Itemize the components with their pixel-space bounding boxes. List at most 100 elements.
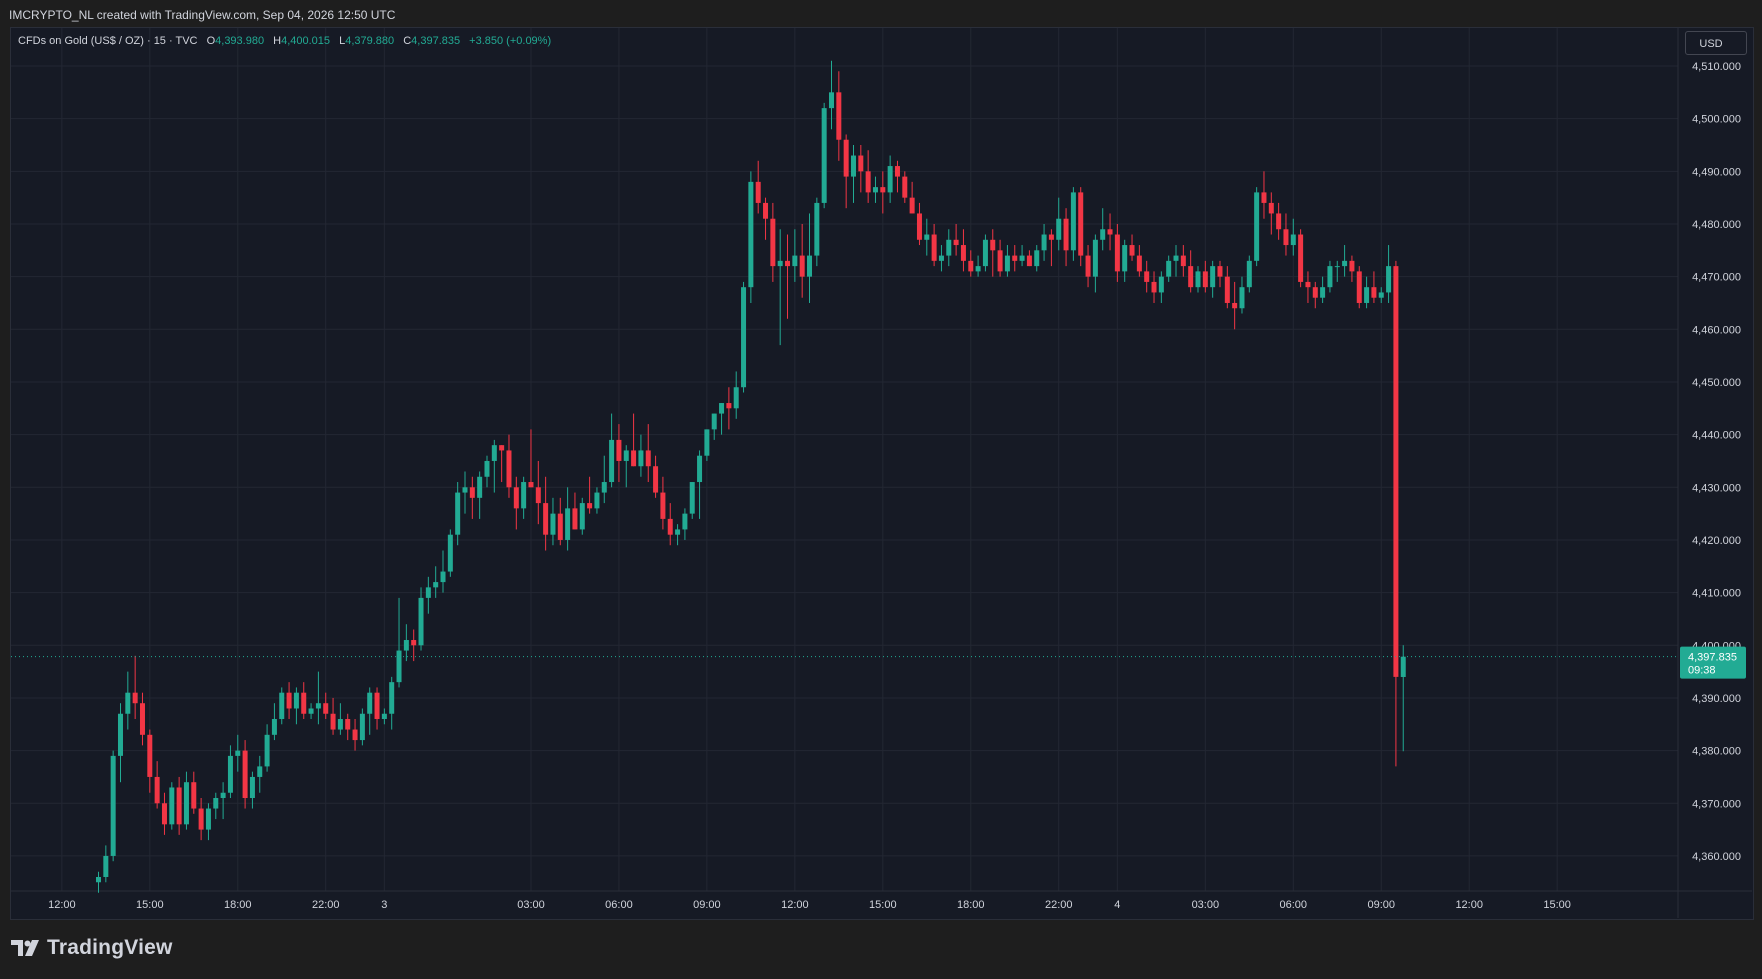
candle-body[interactable] (1151, 281, 1157, 293)
candle-body[interactable] (916, 213, 922, 240)
candle-body[interactable] (565, 508, 571, 540)
candle-body[interactable] (1342, 260, 1348, 267)
candle-body[interactable] (169, 787, 175, 825)
candle-body[interactable] (653, 466, 659, 493)
candle-body[interactable] (909, 197, 915, 214)
candle-body[interactable] (425, 587, 431, 598)
candle-body[interactable] (1092, 239, 1098, 277)
candle-body[interactable] (1246, 260, 1252, 288)
candle-body[interactable] (477, 476, 483, 498)
candle-body[interactable] (279, 692, 285, 720)
candle-body[interactable] (982, 239, 988, 267)
candle-body[interactable] (315, 703, 321, 709)
candle-body[interactable] (792, 255, 798, 267)
candle-body[interactable] (257, 766, 263, 777)
candle-body[interactable] (1041, 234, 1047, 251)
candle-body[interactable] (1085, 255, 1091, 277)
candle-body[interactable] (337, 719, 343, 730)
candle-body[interactable] (587, 503, 593, 509)
candle-body[interactable] (1026, 255, 1032, 267)
candle-body[interactable] (447, 534, 453, 572)
candle-body[interactable] (1034, 250, 1040, 267)
candle-body[interactable] (829, 92, 834, 109)
candle-body[interactable] (1400, 656, 1406, 677)
candle-body[interactable] (484, 460, 490, 477)
candle-body[interactable] (579, 503, 585, 530)
candle-body[interactable] (843, 139, 849, 177)
candle-body[interactable] (103, 855, 109, 877)
candle-body[interactable] (521, 482, 527, 509)
candle-body[interactable] (748, 181, 754, 288)
candle-body[interactable] (293, 692, 299, 709)
candle-body[interactable] (235, 750, 241, 756)
candle-body[interactable] (227, 755, 233, 793)
candle-body[interactable] (1276, 213, 1282, 230)
candle-body[interactable] (1048, 234, 1054, 240)
candle-body[interactable] (506, 450, 512, 488)
candle-body[interactable] (1378, 292, 1384, 298)
candle-body[interactable] (462, 487, 468, 493)
candle-body[interactable] (960, 245, 966, 261)
candle-body[interactable] (1188, 266, 1194, 288)
candle-body[interactable] (1305, 281, 1311, 288)
candle-body[interactable] (1070, 192, 1076, 251)
candle-body[interactable] (799, 255, 805, 277)
candle-body[interactable] (997, 250, 1003, 272)
candle-body[interactable] (1224, 276, 1230, 303)
candle-body[interactable] (345, 719, 351, 730)
candle-body[interactable] (697, 455, 703, 483)
candle-body[interactable] (733, 387, 739, 409)
candle-body[interactable] (894, 166, 900, 177)
candle-body[interactable] (953, 239, 959, 246)
candle-body[interactable] (609, 439, 615, 483)
candle-body[interactable] (968, 260, 974, 272)
candle-body[interactable] (1100, 229, 1106, 240)
candle-body[interactable] (821, 108, 827, 203)
candle-body[interactable] (1078, 192, 1084, 256)
candle-body[interactable] (491, 445, 497, 461)
candle-body[interactable] (1202, 271, 1208, 288)
candle-body[interactable] (557, 513, 563, 540)
candle-body[interactable] (1129, 245, 1135, 256)
candle-body[interactable] (572, 508, 578, 530)
candle-body[interactable] (1122, 245, 1128, 272)
candle-body[interactable] (755, 181, 761, 203)
candle-body[interactable] (1283, 229, 1289, 246)
candle-body[interactable] (242, 750, 248, 799)
candle-body[interactable] (616, 439, 622, 461)
candle-body[interactable] (675, 529, 681, 535)
candle-body[interactable] (777, 260, 783, 267)
candle-body[interactable] (125, 692, 131, 714)
candle-body[interactable] (308, 708, 314, 714)
candle-body[interactable] (455, 492, 461, 535)
candle-body[interactable] (1107, 229, 1113, 235)
candle-body[interactable] (433, 582, 439, 588)
candle-body[interactable] (645, 450, 651, 467)
candle-body[interactable] (1298, 234, 1304, 282)
candle-body[interactable] (807, 255, 813, 277)
candle-body[interactable] (352, 729, 358, 741)
candle-body[interactable] (543, 503, 549, 535)
candle-body[interactable] (660, 492, 666, 519)
candle-body[interactable] (1268, 202, 1274, 214)
candle-body[interactable] (850, 155, 856, 177)
candle-body[interactable] (389, 682, 395, 714)
candle-body[interactable] (594, 492, 600, 509)
candle-body[interactable] (301, 692, 307, 714)
candle-body[interactable] (814, 202, 820, 256)
candle-body[interactable] (374, 692, 380, 720)
candle-body[interactable] (1254, 192, 1260, 261)
candle-body[interactable] (1195, 271, 1201, 288)
candle-body[interactable] (1114, 234, 1120, 272)
candle-body[interactable] (719, 403, 725, 414)
candle-body[interactable] (154, 776, 160, 804)
candle-body[interactable] (132, 692, 138, 704)
candle-body[interactable] (785, 260, 791, 267)
candle-body[interactable] (396, 650, 402, 683)
candle-body[interactable] (711, 413, 717, 430)
candle-body[interactable] (975, 266, 981, 272)
candle-body[interactable] (1166, 260, 1172, 277)
candle-body[interactable] (924, 234, 930, 240)
candle-body[interactable] (1217, 266, 1223, 277)
